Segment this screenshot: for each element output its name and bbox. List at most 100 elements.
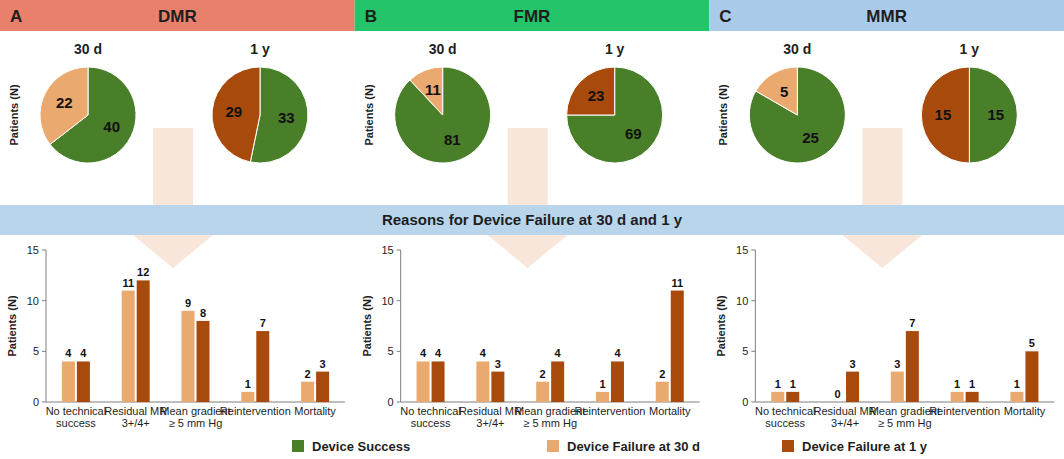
bar-label: 2 <box>659 368 665 380</box>
x-tick-label-line: success <box>411 417 451 429</box>
bar-chart: Patients (N)05101544432414211No technica… <box>361 244 700 429</box>
x-tick-label-line: No technical <box>400 405 461 417</box>
y-axis <box>46 250 47 402</box>
x-axis <box>46 402 345 403</box>
bar <box>432 361 445 402</box>
x-tick-label: No technicalsuccess <box>755 405 816 429</box>
y-tick-label: 10 <box>736 295 748 307</box>
pie-slice <box>395 67 491 163</box>
y-tick-label: 5 <box>33 345 39 357</box>
pie-label: 69 <box>625 125 642 142</box>
legend-label: Device Failure at 1 y <box>802 439 928 454</box>
bar <box>122 291 135 402</box>
flow-arrow <box>127 128 219 268</box>
y-tick-label: 5 <box>742 345 748 357</box>
panel-letter: A <box>10 7 22 26</box>
bar-label: 5 <box>1029 337 1035 349</box>
y-axis <box>400 250 401 402</box>
y-tick <box>42 300 46 301</box>
y-tick <box>751 250 755 251</box>
panel-letter: B <box>365 7 377 26</box>
pie-ylabel: Patients (N) <box>717 84 729 145</box>
pie-slice <box>40 67 88 144</box>
x-tick-label-line: 3+/4+ <box>831 417 859 429</box>
y-axis-label: Patients (N) <box>361 295 373 356</box>
y-tick <box>42 250 46 251</box>
y-tick <box>42 402 46 403</box>
pie-label: 29 <box>225 103 242 120</box>
bar <box>1010 392 1023 402</box>
bar <box>551 361 564 402</box>
y-tick-label: 15 <box>736 244 748 256</box>
legend-label: Device Success <box>312 439 410 454</box>
bar <box>771 392 784 402</box>
panel-label: DMR <box>158 7 197 26</box>
flow-arrow <box>836 128 928 268</box>
bar-label: 0 <box>834 388 840 400</box>
x-tick-label-line: Reintervention <box>220 405 291 417</box>
bar <box>62 361 75 402</box>
bar <box>906 331 919 402</box>
bar-label: 4 <box>435 347 442 359</box>
x-tick-label-line: 3+/4+ <box>122 417 150 429</box>
x-tick-label: No technicalsuccess <box>400 405 461 429</box>
pie-slice <box>567 67 615 115</box>
pie-slice <box>749 67 845 163</box>
legend-swatch <box>782 440 794 452</box>
pie-label: 81 <box>444 131 461 148</box>
pie-slice <box>212 67 260 162</box>
legend-swatch <box>547 440 559 452</box>
pie-ylabel: Patients (N) <box>363 84 375 145</box>
bar-label: 7 <box>909 317 915 329</box>
pie-label: 40 <box>103 118 120 135</box>
x-tick-label: Reintervention <box>929 405 1000 417</box>
x-tick-label-line: Mortality <box>294 405 336 417</box>
bar <box>197 321 210 402</box>
bar <box>966 392 979 402</box>
y-tick-label: 10 <box>27 295 39 307</box>
panel-header <box>355 0 710 31</box>
x-tick-label: Reintervention <box>220 405 291 417</box>
pie-title: 1 y <box>250 41 270 57</box>
bar-label: 8 <box>200 307 206 319</box>
bar-labels: 44432414211 <box>420 277 683 390</box>
bar <box>182 311 195 402</box>
y-tick <box>751 402 755 403</box>
y-tick <box>397 300 401 301</box>
pie-title: 30 d <box>74 41 102 57</box>
x-tick-label-line: No technical <box>755 405 816 417</box>
x-tick-label-line: Residual MR <box>459 405 522 417</box>
x-tick-label: Mortality <box>649 405 691 417</box>
bar-label: 3 <box>894 358 900 370</box>
legend-swatch <box>292 440 304 452</box>
y-axis <box>755 250 756 402</box>
bar-label: 4 <box>65 347 72 359</box>
legend: Device Success Device Failure at 30 d Devi… <box>292 439 928 454</box>
pie-chart: 30 dPatients (N)255 <box>717 41 845 163</box>
bar-chart: Patients (N)0510151103371115No technical… <box>715 244 1054 429</box>
y-tick-label: 0 <box>742 396 748 408</box>
pie-title: 1 y <box>960 41 980 57</box>
x-tick-label-line: Residual MR <box>814 405 877 417</box>
x-tick-label: Reintervention <box>574 405 645 417</box>
pie-slice <box>756 67 798 115</box>
flow-arrow <box>482 128 574 268</box>
bar-label: 1 <box>599 378 605 390</box>
pie-label: 5 <box>780 83 788 100</box>
bar <box>596 392 609 402</box>
panel-letter: C <box>719 7 731 26</box>
bar-label: 2 <box>540 368 546 380</box>
bar <box>656 382 669 402</box>
bar-label: 4 <box>80 347 87 359</box>
pie-label: 23 <box>588 87 605 104</box>
y-tick <box>42 351 46 352</box>
legend-label: Device Failure at 30 d <box>567 439 700 454</box>
bar <box>417 361 430 402</box>
pie-title: 30 d <box>429 41 457 57</box>
x-tick-label-line: success <box>765 417 805 429</box>
bars <box>62 280 329 402</box>
pie-label: 15 <box>987 106 1004 123</box>
bar <box>256 331 269 402</box>
bar <box>241 392 254 402</box>
bar-label: 3 <box>495 358 501 370</box>
